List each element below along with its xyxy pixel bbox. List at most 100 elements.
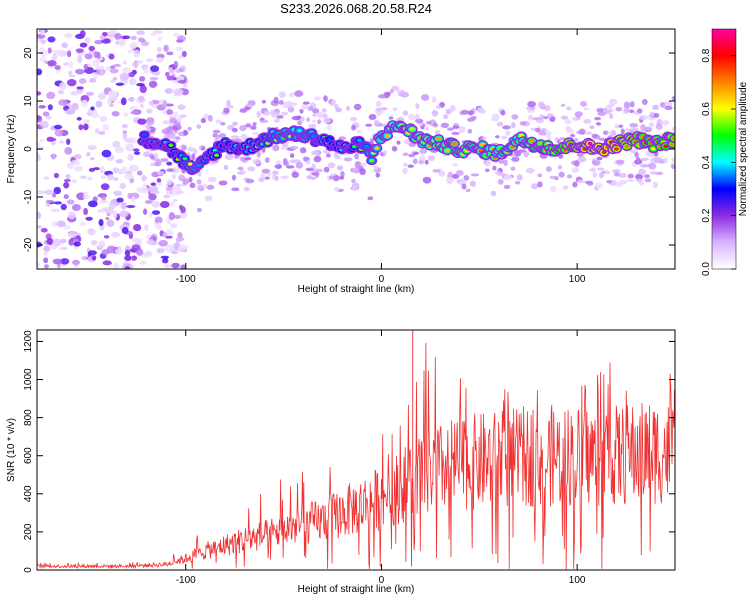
noise-blob (88, 45, 96, 52)
noise-blob (77, 55, 83, 64)
colorbar-band (712, 110, 736, 112)
noise-blob (128, 77, 137, 86)
halo-blob (597, 167, 605, 171)
noise-blob (58, 99, 68, 107)
noise-blob (61, 42, 69, 49)
noise-blob (132, 61, 139, 68)
noise-blob (52, 238, 62, 247)
noise-blob (112, 140, 121, 148)
colorbar-band (712, 230, 736, 232)
noise-blob (50, 208, 60, 213)
noise-blob (53, 201, 62, 205)
colorbar-band (712, 35, 736, 37)
halo-blob (495, 135, 500, 139)
noise-blob (121, 67, 131, 74)
noise-blob (124, 249, 131, 257)
colorbar-band (712, 221, 736, 223)
halo-blob (323, 95, 328, 102)
noise-blob (159, 200, 170, 209)
ridge-blob (587, 141, 593, 146)
halo-blob (368, 114, 377, 121)
noise-blob (63, 181, 70, 189)
noise-blob (94, 128, 100, 134)
colorbar-band (712, 245, 736, 247)
noise-blob (87, 144, 97, 151)
halo-blob (490, 117, 500, 122)
colorbar-band (712, 124, 736, 126)
halo-blob (306, 159, 311, 165)
halo-blob (566, 106, 572, 111)
colorbar-band (712, 215, 736, 217)
halo-blob (570, 133, 576, 138)
colorbar-band (712, 136, 736, 138)
noise-blob (51, 153, 56, 160)
colorbar-band (712, 103, 736, 105)
halo-blob (335, 107, 343, 113)
halo-blob (182, 178, 190, 185)
noise-blob (119, 183, 127, 190)
noise-blob (53, 172, 60, 179)
halo-blob (614, 181, 624, 187)
noise-blob (71, 179, 78, 184)
noise-blob (170, 201, 176, 206)
noise-blob (127, 192, 133, 200)
colorbar-band (712, 111, 736, 113)
noise-blob (110, 65, 115, 69)
colorbar-band (712, 255, 736, 257)
noise-blob (164, 88, 174, 94)
halo-blob (591, 133, 599, 138)
noise-blob (156, 221, 162, 229)
halo-blob (517, 149, 527, 153)
noise-blob (47, 36, 56, 43)
halo-blob (315, 171, 320, 178)
noise-blob (113, 177, 119, 181)
halo-blob (427, 155, 436, 161)
halo-blob (607, 104, 615, 108)
colorbar-band (712, 252, 736, 254)
colorbar-band (712, 134, 736, 136)
colorbar-band (712, 153, 736, 155)
noise-blob (136, 30, 145, 35)
halo-blob (264, 176, 270, 180)
noise-blob (160, 157, 169, 163)
halo-blob (168, 122, 174, 128)
halo-blob (232, 121, 238, 126)
y-tick-label: 0 (23, 567, 34, 573)
halo-blob (290, 153, 295, 159)
colorbar-band (712, 45, 736, 47)
colorbar-band (712, 191, 736, 193)
halo-blob (531, 184, 537, 188)
halo-blob (207, 176, 217, 183)
colorbar-band (712, 261, 736, 263)
colorbar-band (712, 80, 736, 82)
halo-blob (313, 156, 322, 163)
noise-blob (80, 99, 89, 108)
halo-blob (196, 124, 202, 129)
halo-blob (644, 126, 653, 130)
x-tick-label: -100 (176, 274, 196, 285)
noise-blob (37, 115, 43, 123)
noise-blob (85, 216, 93, 221)
noise-blob (89, 50, 95, 54)
noise-blob (136, 83, 145, 87)
noise-blob (107, 90, 118, 98)
halo-blob (662, 120, 670, 126)
colorbar-band (712, 178, 736, 180)
halo-blob (166, 179, 173, 186)
colorbar-band (712, 202, 736, 204)
colorbar-band (712, 258, 736, 260)
halo-blob (423, 125, 430, 131)
colorbar-band (712, 31, 736, 33)
halo-blob (527, 109, 536, 114)
colorbar-band (712, 173, 736, 175)
halo-blob (231, 127, 238, 133)
halo-blob (510, 166, 516, 171)
halo-blob (226, 99, 231, 107)
halo-blob (557, 153, 564, 159)
colorbar-frame (711, 28, 737, 270)
noise-blob (162, 232, 168, 238)
colorbar-band (712, 179, 736, 181)
halo-blob (269, 109, 275, 116)
halo-blob (280, 175, 289, 179)
halo-blob (615, 159, 625, 165)
